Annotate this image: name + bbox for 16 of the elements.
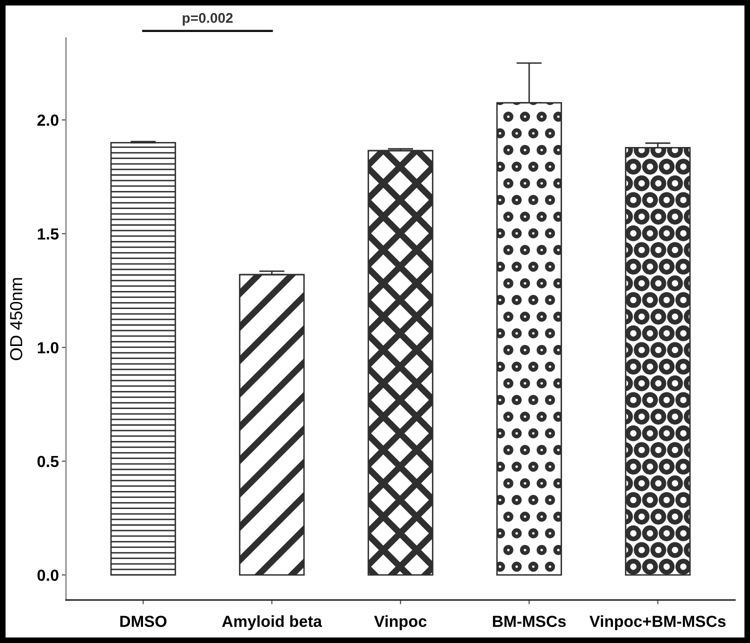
y-tick-label: 1.5	[38, 228, 59, 240]
x-tick-label: DMSO	[120, 616, 166, 628]
bar	[368, 150, 434, 576]
x-tick-label: BM-MSCs	[492, 616, 566, 628]
bar	[238, 274, 305, 576]
bar	[624, 146, 691, 576]
y-axis-title: OD 450nm	[10, 278, 22, 360]
text: p=0.002	[182, 13, 233, 26]
y-tick-label: 0.5	[37, 456, 59, 468]
x-tick-label: Vinpoc	[374, 615, 427, 630]
y-tick-label: 2.0	[37, 114, 58, 126]
x-tick-label: Vinpoc+BM-MSCs	[590, 615, 726, 630]
y-tick-label: 0.0	[37, 570, 58, 581]
bar	[110, 142, 176, 576]
y-tick-label: 1.0	[38, 342, 58, 354]
x-tick-label: Amyloid beta	[222, 615, 322, 630]
